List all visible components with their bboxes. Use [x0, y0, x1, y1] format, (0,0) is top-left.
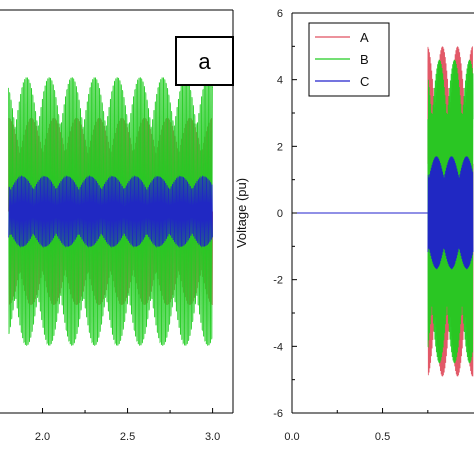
chart-a-series-line	[8, 77, 213, 346]
chart-a-series-line	[8, 174, 213, 249]
chart-b-x-tick-label: 0.0	[284, 431, 299, 443]
chart-b-series-line	[427, 59, 474, 364]
chart-b-y-axis-label: Voltage (pu)	[234, 178, 249, 248]
chart-b-series-line	[427, 156, 474, 270]
chart-b-y-tick-label: 2	[277, 141, 283, 153]
chart-b-y-tick-label: -6	[273, 408, 283, 420]
chart-a-x-ticks: 2.0 2.5 3.0	[35, 408, 220, 443]
chart-a-x-tick-label: 3.0	[205, 431, 220, 443]
chart-b-y-tick-label: 6	[277, 8, 283, 20]
chart-a-x-tick-label: 2.0	[35, 431, 50, 443]
chart-b-y-tick-label: 4	[277, 75, 283, 87]
chart-b-y-tick-label: 0	[277, 208, 283, 220]
chart-b-y-tick-label: -4	[273, 341, 283, 353]
legend-entry: B	[360, 52, 369, 67]
legend-entry: C	[360, 74, 369, 89]
chart-a-x-tick-label: 2.5	[120, 431, 135, 443]
chart-b-x-tick-label: 0.5	[375, 431, 390, 443]
chart-a-signals	[8, 77, 213, 346]
panel-label: a	[198, 49, 211, 74]
chart-b: 6 4 2 0 -2 -4 -6 0.0 0.5 Voltage (pu) ABC	[234, 8, 474, 443]
legend: ABC	[308, 22, 390, 97]
legend-entry: A	[360, 30, 369, 45]
chart-b-y-ticks: 6 4 2 0 -2 -4 -6	[273, 8, 297, 420]
chart-a: 2.0 2.5 3.0 a	[0, 9, 234, 443]
chart-b-y-tick-label: -2	[273, 275, 283, 287]
panel-label-box: a	[175, 36, 234, 86]
chart-b-signals	[292, 46, 474, 377]
chart-b-x-ticks: 0.0 0.5	[284, 408, 429, 443]
